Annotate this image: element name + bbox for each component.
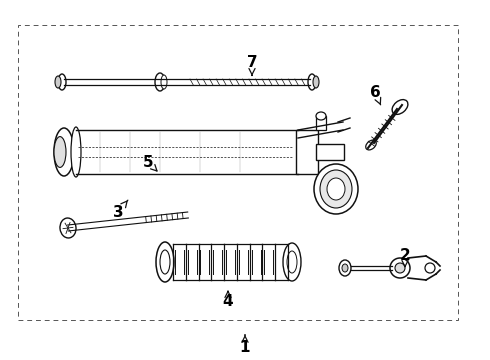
Bar bbox=[316, 116, 326, 130]
Ellipse shape bbox=[342, 264, 348, 272]
Text: 1: 1 bbox=[240, 335, 250, 356]
Ellipse shape bbox=[58, 74, 66, 90]
Text: 5: 5 bbox=[143, 154, 157, 171]
Ellipse shape bbox=[55, 76, 61, 88]
Ellipse shape bbox=[54, 136, 66, 167]
Ellipse shape bbox=[54, 128, 74, 176]
Text: 4: 4 bbox=[222, 291, 233, 310]
Ellipse shape bbox=[314, 164, 358, 214]
Bar bbox=[296, 130, 318, 174]
Ellipse shape bbox=[161, 75, 167, 89]
Text: 3: 3 bbox=[113, 200, 128, 220]
Ellipse shape bbox=[327, 178, 345, 200]
Ellipse shape bbox=[60, 218, 76, 238]
Ellipse shape bbox=[339, 260, 351, 276]
Ellipse shape bbox=[287, 251, 297, 273]
Ellipse shape bbox=[366, 140, 376, 150]
Ellipse shape bbox=[308, 74, 316, 90]
Ellipse shape bbox=[392, 100, 408, 114]
Ellipse shape bbox=[320, 170, 352, 208]
Text: 2: 2 bbox=[400, 248, 410, 267]
Bar bbox=[326, 174, 348, 204]
Ellipse shape bbox=[313, 76, 319, 88]
Ellipse shape bbox=[160, 250, 170, 274]
Circle shape bbox=[390, 258, 410, 278]
Ellipse shape bbox=[155, 73, 165, 91]
Circle shape bbox=[395, 263, 405, 273]
Ellipse shape bbox=[316, 112, 326, 120]
Ellipse shape bbox=[283, 243, 301, 281]
Bar bbox=[316, 144, 344, 160]
Ellipse shape bbox=[156, 242, 174, 282]
Text: 6: 6 bbox=[369, 85, 381, 105]
Bar bbox=[18, 25, 458, 320]
Ellipse shape bbox=[71, 127, 81, 177]
Text: 7: 7 bbox=[246, 54, 257, 75]
Circle shape bbox=[425, 263, 435, 273]
